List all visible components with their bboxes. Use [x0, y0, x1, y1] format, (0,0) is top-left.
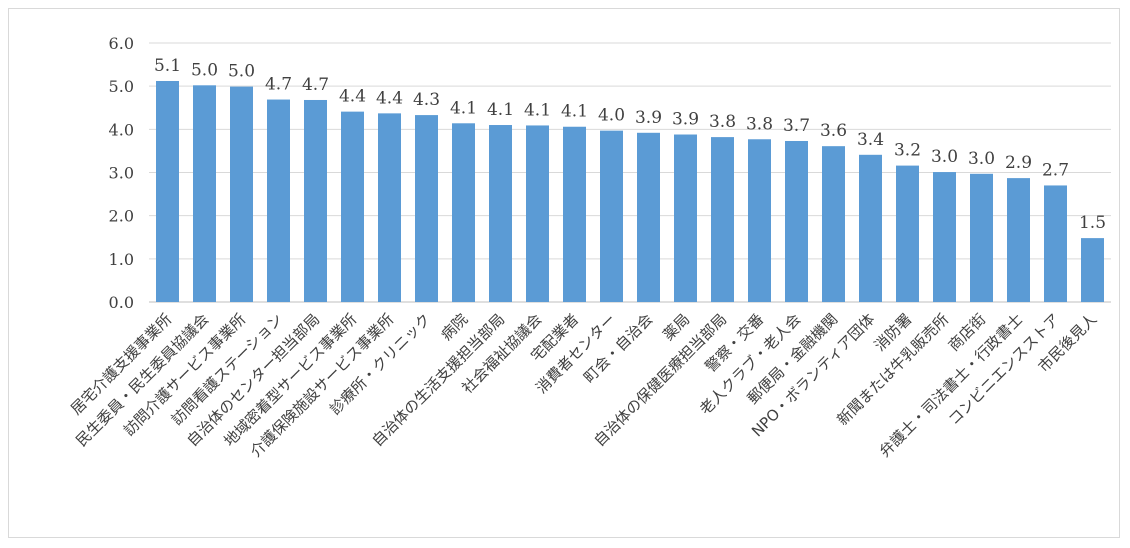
- gridlines: [149, 42, 1111, 303]
- data-label: 3.7: [783, 116, 810, 136]
- bar: [378, 113, 401, 302]
- bar: [563, 126, 586, 302]
- bar: [304, 99, 327, 302]
- bars: [156, 80, 1104, 303]
- data-label: 4.4: [376, 88, 403, 108]
- data-label: 3.8: [746, 114, 773, 134]
- data-label: 3.9: [672, 110, 699, 130]
- bar: [452, 123, 475, 302]
- data-label: 5.0: [191, 60, 218, 80]
- data-label: 4.7: [302, 75, 329, 95]
- data-label: 3.9: [635, 108, 662, 128]
- data-label: 4.1: [524, 100, 551, 120]
- y-tick-label: 0.0: [109, 293, 134, 312]
- bar: [230, 86, 253, 303]
- bar: [933, 172, 956, 302]
- data-label: 3.0: [931, 147, 958, 167]
- bar: [193, 85, 216, 302]
- bar: [785, 140, 808, 302]
- bar: [1081, 238, 1104, 302]
- data-label: 4.1: [450, 98, 477, 118]
- bar: [896, 165, 919, 302]
- data-label: 3.0: [968, 149, 995, 169]
- data-label: 4.0: [598, 106, 625, 126]
- data-label: 1.5: [1079, 213, 1106, 233]
- data-label: 3.8: [709, 112, 736, 132]
- bar: [526, 125, 549, 302]
- bar: [600, 130, 623, 302]
- data-labels: 5.1 5.0 5.0 4.7 4.7 4.4 4.4 4.3 4.1 4.1 4.1 4.1 4.0 3…: [154, 56, 1106, 233]
- y-tick-label: 4.0: [109, 120, 134, 139]
- y-tick-label: 6.0: [109, 34, 134, 53]
- bar: [415, 115, 438, 302]
- y-tick-label: 5.0: [109, 77, 134, 96]
- data-label: 3.6: [820, 121, 847, 141]
- y-tick-label: 2.0: [109, 207, 134, 226]
- data-label: 4.3: [413, 90, 440, 110]
- x-axis-categories: 居宅介護支援事業所民生委員・民生委員協議会訪問介護サービス事業所訪問看護ステーシ…: [67, 310, 1100, 461]
- bar: [1044, 185, 1067, 302]
- bar: [341, 111, 364, 302]
- bar: [674, 134, 697, 302]
- y-tick-label: 1.0: [109, 250, 134, 269]
- bar: [1007, 178, 1030, 302]
- bar: [748, 139, 771, 302]
- data-label: 2.9: [1005, 153, 1032, 173]
- data-label: 3.2: [894, 141, 921, 161]
- data-label: 4.4: [339, 87, 366, 107]
- bar: [711, 137, 734, 302]
- bar: [267, 99, 290, 302]
- bar: [859, 154, 882, 302]
- data-label: 2.7: [1042, 160, 1069, 180]
- data-label: 4.1: [487, 100, 514, 120]
- bar: [156, 80, 179, 302]
- bar: [970, 173, 993, 302]
- bar: [637, 132, 660, 302]
- bar: [822, 146, 845, 302]
- y-tick-label: 3.0: [109, 164, 134, 183]
- data-label: 3.4: [857, 130, 884, 150]
- data-label: 4.1: [561, 102, 588, 122]
- y-axis-ticks: 0.0 1.0 2.0 3.0 4.0 5.0 6.0: [109, 34, 134, 312]
- data-label: 5.0: [228, 62, 255, 82]
- data-label: 5.1: [154, 56, 181, 76]
- bar: [489, 125, 512, 303]
- data-label: 4.7: [265, 75, 292, 95]
